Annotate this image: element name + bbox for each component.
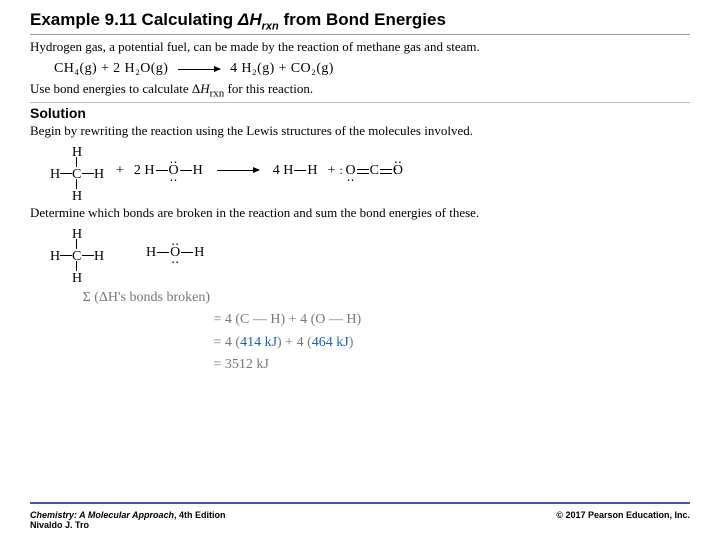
lewis-equation-full: HHHHC + 2 HOH 4 HH + OCO bbox=[50, 145, 690, 197]
calc-val1: 414 kJ bbox=[240, 335, 277, 350]
intro-text: Hydrogen gas, a potential fuel, can be m… bbox=[30, 39, 690, 55]
footer-left: Chemistry: A Molecular Approach, 4th Edi… bbox=[30, 510, 226, 530]
example-number: Example 9.11 bbox=[30, 10, 137, 29]
rxn-sub: rxn bbox=[262, 20, 279, 32]
methane-lewis: HHHHC bbox=[50, 145, 102, 197]
footer-rule bbox=[30, 502, 690, 504]
calc-line2: = 4 (C — H) + 4 (O — H) bbox=[214, 312, 362, 327]
calc-val2: 464 kJ bbox=[312, 335, 349, 350]
calc-mid: ) + 4 ( bbox=[277, 335, 312, 350]
prompt-sub: rxn bbox=[210, 88, 225, 100]
calc-block: Σ (ΔH's bonds broken) = 4 (C — H) + 4 (O… bbox=[50, 287, 690, 377]
reaction-arrow-icon bbox=[217, 170, 259, 171]
calc-lead: Σ (ΔH's bonds broken) bbox=[50, 287, 210, 309]
step1-text: Begin by rewriting the reaction using th… bbox=[30, 123, 690, 139]
slide-page: Example 9.11 Calculating ΔHrxn from Bond… bbox=[0, 0, 720, 540]
equation-rhs: 4 H₂(g) + CO₂(g) bbox=[230, 61, 334, 76]
prompt-text: Use bond energies to calculate ΔHrxn for… bbox=[30, 81, 690, 103]
plus-2: + bbox=[328, 163, 336, 179]
plus-1: + bbox=[116, 163, 124, 179]
step2-text: Determine which bonds are broken in the … bbox=[30, 205, 690, 221]
calc-suffix: ) bbox=[349, 335, 354, 350]
calc-line4: = 3512 kJ bbox=[214, 357, 269, 372]
footer-right: © 2017 Pearson Education, Inc. bbox=[556, 510, 690, 530]
delta-h: ΔHrxn bbox=[238, 10, 279, 29]
book-edition: , 4th Edition bbox=[174, 510, 226, 520]
solution-label: Solution bbox=[30, 105, 690, 121]
prompt-before: Use bond energies to calculate Δ bbox=[30, 81, 200, 96]
equation-text: CH₄(g) + 2 H₂O(g) 4 H₂(g) + CO₂(g) bbox=[54, 61, 690, 77]
author: Nivaldo J. Tro bbox=[30, 520, 89, 530]
delta-symbol: Δ bbox=[238, 10, 249, 29]
title-row: Example 9.11 Calculating ΔHrxn from Bond… bbox=[30, 10, 690, 35]
water-lewis: HOH bbox=[144, 163, 202, 179]
coeff-h2o: 2 bbox=[134, 163, 141, 179]
methane-lewis-2: HHHHC bbox=[50, 227, 102, 279]
prompt-var: H bbox=[200, 81, 209, 96]
book-title: Chemistry: A Molecular Approach bbox=[30, 510, 174, 520]
calc-line3-prefix: = 4 ( bbox=[214, 335, 241, 350]
h-var: H bbox=[249, 10, 261, 29]
coeff-h2: 4 bbox=[273, 163, 280, 179]
prompt-after: for this reaction. bbox=[224, 81, 313, 96]
equation-lhs: CH₄(g) + 2 H₂O(g) bbox=[54, 61, 168, 76]
bonds-broken-row: HHHHC HOH bbox=[50, 227, 690, 279]
footer-row: Chemistry: A Molecular Approach, 4th Edi… bbox=[30, 510, 690, 530]
reaction-arrow-icon bbox=[178, 69, 220, 70]
water-lewis-2: HOH bbox=[146, 245, 204, 261]
title-main: Calculating bbox=[142, 10, 238, 29]
co2-lewis: OCO bbox=[345, 163, 403, 179]
example-title: Example 9.11 Calculating ΔHrxn from Bond… bbox=[30, 10, 446, 29]
h2-lewis: HH bbox=[283, 163, 317, 179]
footer: Chemistry: A Molecular Approach, 4th Edi… bbox=[0, 502, 720, 530]
title-suffix: from Bond Energies bbox=[279, 10, 446, 29]
